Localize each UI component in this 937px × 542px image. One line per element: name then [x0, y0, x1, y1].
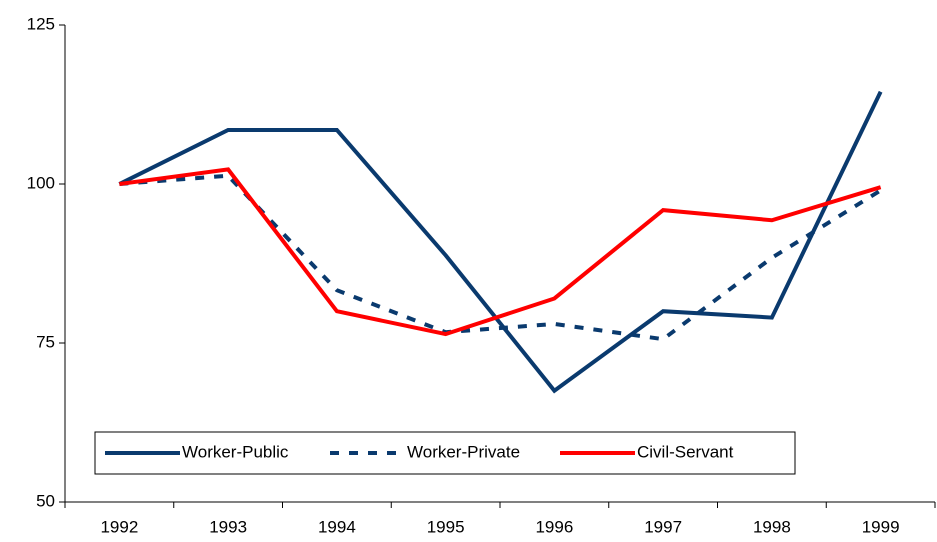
series-line — [118, 90, 883, 394]
series-line — [119, 167, 882, 337]
y-tick-label: 100 — [27, 173, 55, 192]
y-tick-label: 125 — [27, 14, 55, 33]
y-tick-label: 75 — [36, 332, 55, 351]
y-tick-label: 50 — [36, 491, 55, 510]
legend-label: Civil-Servant — [637, 442, 734, 461]
x-tick-label: 1997 — [644, 517, 682, 536]
x-tick-label: 1995 — [427, 517, 465, 536]
x-tick-label: 1998 — [753, 517, 791, 536]
x-tick-label: 1994 — [318, 517, 356, 536]
x-tick-label: 1993 — [209, 517, 247, 536]
x-tick-label: 1992 — [100, 517, 138, 536]
x-tick-label: 1996 — [535, 517, 573, 536]
x-tick-label: 1999 — [862, 517, 900, 536]
legend-box — [94, 431, 796, 475]
legend-label: Worker-Public — [182, 442, 289, 461]
legend-label: Worker-Private — [407, 442, 520, 461]
